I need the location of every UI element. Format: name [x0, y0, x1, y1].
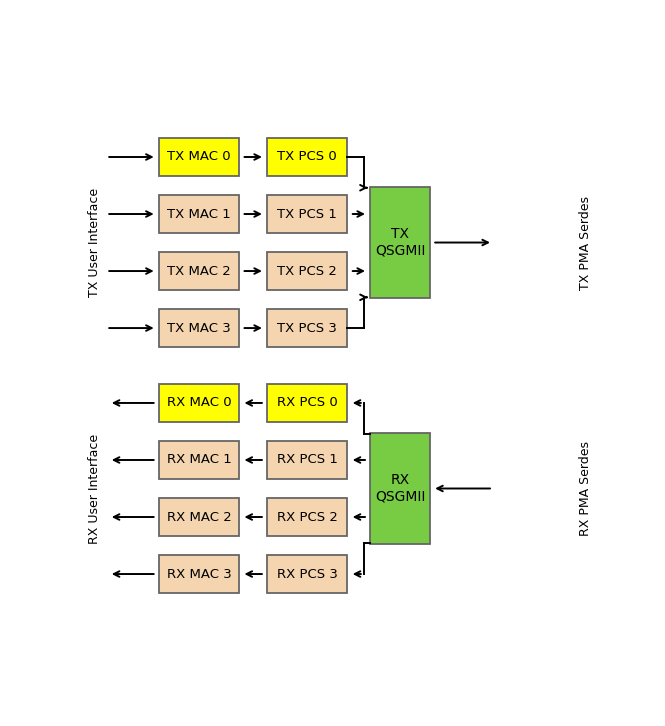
Text: TX PCS 1: TX PCS 1 [277, 208, 337, 221]
Bar [267, 384, 347, 422]
Bar [267, 252, 347, 290]
Text: RX PCS 0: RX PCS 0 [277, 396, 338, 409]
Text: TX User Interface: TX User Interface [88, 188, 101, 297]
Text: RX PMA Serdes: RX PMA Serdes [579, 441, 592, 536]
Bar [159, 384, 239, 422]
Text: TX MAC 1: TX MAC 1 [167, 208, 231, 221]
Bar [159, 498, 239, 536]
Text: TX PMA Serdes: TX PMA Serdes [579, 195, 592, 290]
Bar [159, 441, 239, 479]
Bar [159, 555, 239, 593]
Text: TX MAC 2: TX MAC 2 [167, 264, 231, 277]
Bar [370, 433, 430, 544]
Text: TX MAC 3: TX MAC 3 [167, 322, 231, 335]
Bar [159, 195, 239, 233]
Text: RX PCS 3: RX PCS 3 [277, 568, 338, 581]
Text: RX MAC 3: RX MAC 3 [167, 568, 231, 581]
Text: TX PCS 0: TX PCS 0 [277, 150, 337, 163]
Bar [370, 187, 430, 298]
Text: TX
QSGMII: TX QSGMII [375, 227, 426, 258]
Text: RX PCS 1: RX PCS 1 [277, 454, 338, 467]
Text: RX MAC 2: RX MAC 2 [167, 510, 231, 523]
Bar [159, 138, 239, 176]
Text: RX MAC 1: RX MAC 1 [167, 454, 231, 467]
Text: RX MAC 0: RX MAC 0 [167, 396, 231, 409]
Bar [159, 309, 239, 347]
Text: RX
QSGMII: RX QSGMII [375, 473, 426, 504]
Bar [159, 252, 239, 290]
Text: RX PCS 2: RX PCS 2 [277, 510, 338, 523]
Bar [267, 498, 347, 536]
Text: TX MAC 0: TX MAC 0 [168, 150, 231, 163]
Bar [267, 309, 347, 347]
Bar [267, 195, 347, 233]
Text: RX User Interface: RX User Interface [88, 433, 101, 544]
Text: TX PCS 3: TX PCS 3 [277, 322, 337, 335]
Bar [267, 555, 347, 593]
Bar [267, 138, 347, 176]
Text: TX PCS 2: TX PCS 2 [277, 264, 337, 277]
Bar [267, 441, 347, 479]
